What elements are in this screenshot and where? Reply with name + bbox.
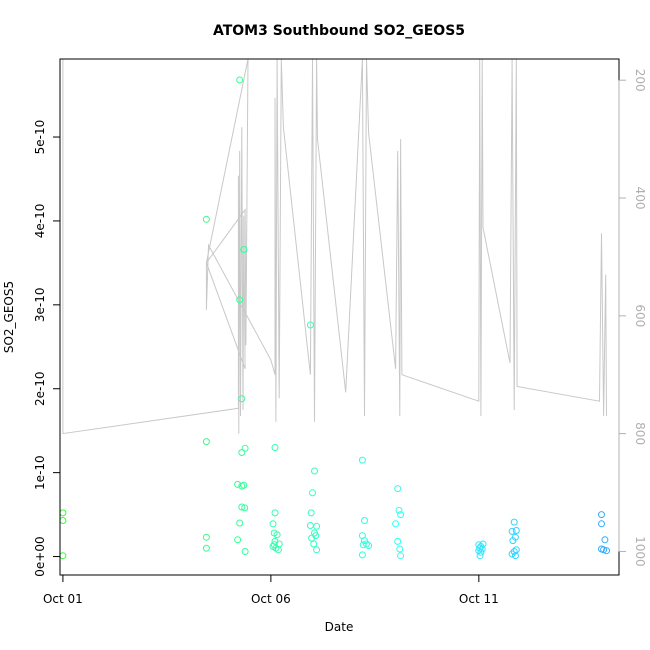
chart-title: ATOM3 Southbound SO2_GEOS5 — [213, 23, 465, 39]
data-point — [598, 511, 605, 519]
data-point — [240, 246, 248, 253]
data-point — [512, 527, 520, 534]
data-point — [202, 215, 210, 223]
data-point — [202, 544, 210, 552]
data-point — [312, 532, 320, 540]
y-tick-label: 3e-10 — [33, 288, 47, 323]
data-point — [236, 519, 244, 527]
data-point — [313, 546, 321, 554]
data-point — [394, 537, 402, 545]
y-tick-label: 5e-10 — [33, 120, 47, 155]
data-point — [600, 546, 608, 554]
data-point — [358, 551, 366, 559]
x-tick-label: Oct 11 — [459, 592, 499, 606]
x-axis-label: Date — [325, 620, 354, 634]
y2-tick-label: 800 — [633, 422, 647, 445]
data-point — [511, 552, 519, 560]
data-point — [359, 541, 367, 549]
data-point — [476, 552, 484, 560]
data-point — [397, 511, 405, 519]
data-point — [397, 552, 405, 560]
data-point — [477, 548, 485, 556]
data-point — [309, 489, 316, 497]
data-point — [313, 522, 321, 530]
data-point — [307, 509, 315, 517]
y2-tick-label: 1000 — [633, 536, 647, 567]
y-axis-left: 0e+00 1e-10 2e-10 3e-10 4e-10 5e-10 — [33, 120, 61, 577]
data-point — [269, 520, 277, 528]
data-point — [271, 509, 279, 517]
data-point — [396, 545, 404, 553]
pressure-track-layer — [62, 59, 607, 435]
data-point — [236, 76, 244, 84]
data-point — [270, 541, 278, 549]
y-tick-label: 1e-10 — [33, 455, 47, 490]
data-point — [241, 504, 249, 512]
data-point — [271, 444, 279, 451]
scatter-points-layer — [59, 76, 610, 560]
data-point — [601, 536, 609, 544]
data-point — [363, 540, 370, 548]
data-point — [241, 548, 249, 555]
data-point — [478, 545, 486, 553]
data-point — [241, 444, 249, 452]
y-tick-label: 0e+00 — [33, 536, 47, 576]
data-point — [238, 449, 246, 456]
y2-tick-label: 600 — [633, 304, 647, 327]
data-point — [234, 536, 242, 544]
data-point — [475, 547, 483, 555]
data-point — [202, 533, 210, 541]
y2-tick-label: 400 — [633, 187, 647, 210]
data-point — [479, 540, 487, 548]
x-tick-label: Oct 01 — [43, 592, 83, 606]
y-tick-label: 4e-10 — [33, 204, 47, 239]
data-point — [394, 485, 402, 493]
data-point — [310, 540, 318, 548]
data-point — [273, 531, 281, 539]
y-axis-label: SO2_GEOS5 — [2, 281, 16, 353]
y-axis-right: 200 400 600 800 1000 — [618, 69, 647, 567]
data-point — [306, 321, 314, 329]
data-point — [365, 542, 373, 550]
pressure-track-line — [62, 59, 607, 435]
data-point — [238, 503, 246, 511]
data-point — [238, 395, 246, 403]
data-point — [510, 518, 518, 526]
data-point — [603, 547, 610, 555]
data-point — [392, 520, 400, 528]
data-point — [508, 550, 516, 558]
data-point — [395, 506, 403, 514]
data-point — [508, 527, 516, 535]
y2-tick-label: 200 — [633, 69, 647, 92]
data-point — [236, 296, 244, 304]
data-point — [598, 520, 605, 528]
data-point — [202, 438, 210, 446]
x-tick-label: Oct 06 — [251, 592, 291, 606]
data-point — [358, 456, 366, 464]
data-point — [509, 537, 517, 545]
data-point — [274, 546, 282, 554]
data-point — [311, 467, 318, 475]
y-tick-label: 2e-10 — [33, 371, 47, 406]
data-point — [361, 517, 368, 524]
x-axis: Oct 01 Oct 06 Oct 11 — [43, 574, 499, 606]
data-point — [361, 537, 368, 545]
data-point — [240, 481, 248, 489]
